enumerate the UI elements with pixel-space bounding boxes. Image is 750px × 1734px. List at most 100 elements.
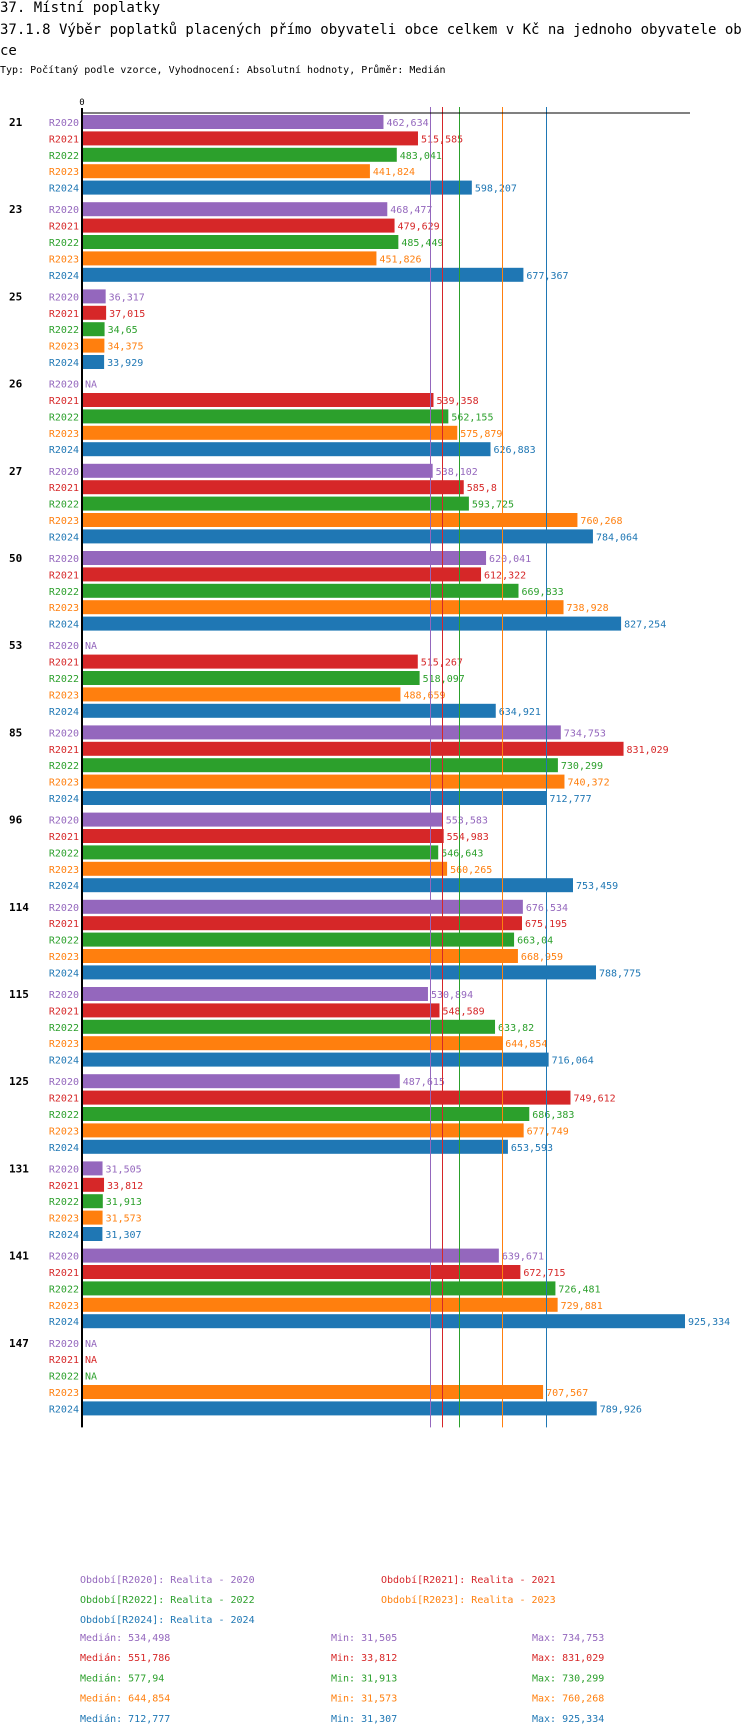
series-row-label: R2020 [49, 903, 79, 914]
bar-value-label: 726,481 [558, 1284, 600, 1295]
bar-value-label: 663,04 [517, 936, 553, 947]
series-row-label: R2021 [49, 1181, 79, 1192]
category-label: 21 [9, 116, 23, 129]
series-row-label: R2023 [49, 865, 79, 876]
bar [82, 393, 434, 407]
series-row-label: R2024 [49, 1404, 79, 1415]
bar [82, 1107, 530, 1121]
bar [82, 551, 487, 565]
bar [82, 567, 482, 582]
legend-item-r2023: Období[R2023]: Realita - 2023 [381, 1594, 556, 1606]
bar-value-label: 554,983 [447, 832, 489, 843]
bar [82, 1281, 556, 1296]
bar [82, 480, 464, 495]
bar [82, 425, 458, 440]
series-row-label: R2020 [49, 1164, 79, 1175]
bar-value-label: 668,959 [521, 952, 563, 963]
stat-median-r2021: Medián: 551,786 [80, 1652, 170, 1664]
bar-value-label: 487,615 [403, 1077, 445, 1088]
bar-value-label: 598,207 [475, 184, 517, 195]
series-row-label: R2024 [49, 532, 79, 543]
bar-value-label: 483,041 [400, 151, 442, 162]
bar [82, 687, 401, 702]
bar-value-label: 31,307 [105, 1230, 141, 1241]
series-row-label: R2021 [49, 483, 79, 494]
bar [82, 1074, 400, 1089]
series-row-label: R2024 [49, 271, 79, 282]
stat-median-r2020: Medián: 534,498 [80, 1632, 170, 1644]
bar-value-label: 612,322 [484, 570, 526, 581]
series-row-label: R2021 [49, 1094, 79, 1105]
series-row-label: R2023 [49, 1039, 79, 1050]
bar-value-label: NA [85, 1372, 97, 1383]
category-label: 141 [9, 1250, 29, 1263]
section-title: 37. Místní poplatky [0, 0, 161, 16]
bar [82, 442, 491, 457]
bar [82, 1248, 499, 1263]
series-row-label: R2021 [49, 1268, 79, 1279]
series-row-label: R2021 [49, 570, 79, 581]
bar-value-label: 546,643 [441, 848, 483, 859]
bar-value-label: 753,459 [576, 881, 618, 892]
stat-max-r2020: Max: 734,753 [532, 1633, 604, 1644]
category-label: 26 [9, 378, 23, 391]
bar-value-label: 734,753 [564, 728, 606, 739]
series-row-label: R2021 [49, 396, 79, 407]
bar-value-label: 479,629 [398, 222, 440, 233]
bar [82, 289, 106, 304]
bar [82, 616, 622, 631]
bar [82, 1297, 558, 1312]
series-row-label: R2021 [49, 1355, 79, 1366]
series-row-label: R2020 [49, 728, 79, 739]
bar-value-label: 707,567 [546, 1388, 588, 1399]
bar [82, 218, 395, 233]
bar-value-label: 784,064 [596, 532, 638, 543]
series-row-label: R2023 [49, 254, 79, 265]
bar [82, 758, 558, 773]
bar [82, 529, 593, 544]
stat-median-r2022: Medián: 577,94 [80, 1672, 164, 1684]
category-label: 147 [9, 1337, 29, 1350]
bar [82, 949, 518, 963]
bar-value-label: 441,824 [373, 167, 415, 178]
series-row-label: R2020 [49, 554, 79, 565]
bar-value-label: 677,749 [527, 1126, 569, 1137]
chart-title: 37.1.8 Výběr poplatků placených přímo ob… [0, 22, 742, 59]
bar [82, 671, 420, 685]
bar-value-label: 831,029 [627, 745, 669, 756]
bar-value-label: 730,299 [561, 761, 603, 772]
bar [82, 1003, 440, 1018]
bar [82, 987, 428, 1001]
series-row-label: R2023 [49, 516, 79, 527]
bar [82, 409, 449, 424]
bar [82, 1227, 103, 1241]
bar [82, 164, 370, 179]
bar [82, 812, 443, 827]
bar [82, 1123, 524, 1138]
series-row-label: R2022 [49, 587, 79, 598]
bar-value-label: 749,612 [573, 1094, 615, 1105]
series-row-label: R2021 [49, 658, 79, 669]
bar-value-label: 712,777 [549, 794, 591, 805]
stat-median-r2023: Medián: 644,854 [80, 1693, 170, 1705]
bar [82, 932, 515, 947]
bar-value-label: 37,015 [109, 309, 145, 320]
bar [82, 202, 388, 217]
bar-value-label: 36,317 [109, 292, 145, 303]
bar-value-label: 515,267 [421, 658, 463, 669]
series-row-label: R2024 [49, 1143, 79, 1154]
bar-value-label: NA [85, 1355, 97, 1366]
bar-value-label: 34,375 [107, 342, 143, 353]
bar [82, 180, 472, 195]
bar [82, 600, 564, 615]
stat-max-r2021: Max: 831,029 [532, 1653, 604, 1664]
series-row-label: R2023 [49, 1214, 79, 1225]
series-row-label: R2020 [49, 292, 79, 303]
series-row-label: R2022 [49, 936, 79, 947]
bar-value-label: 462,634 [386, 118, 428, 129]
bar-value-label: 740,372 [567, 778, 609, 789]
bar-value-label: 468,477 [390, 205, 432, 216]
bar [82, 1052, 549, 1067]
bar [82, 878, 573, 893]
series-row-label: R2024 [49, 1317, 79, 1328]
